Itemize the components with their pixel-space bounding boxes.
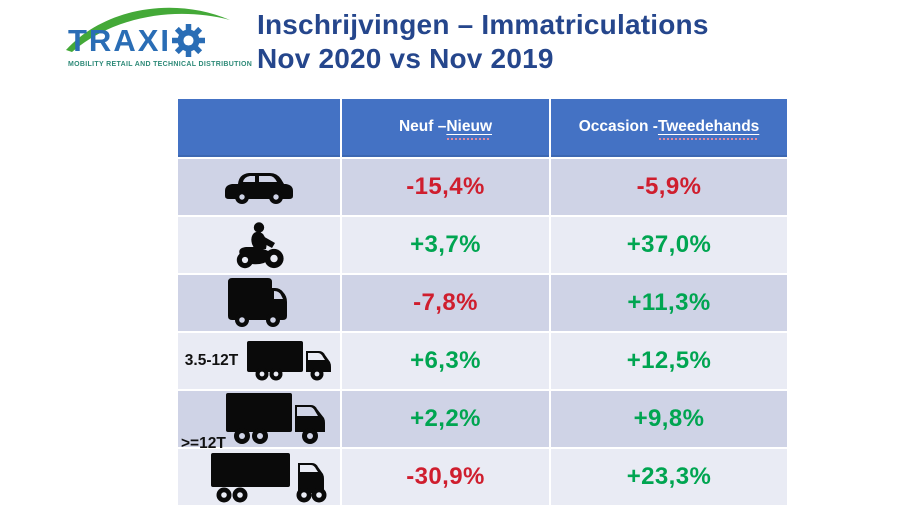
motorcycle-neuf-value: +3,7% (410, 231, 481, 258)
semi-trailer-neuf-cell: -30,9% (342, 449, 549, 505)
page-title: Inschrijvingen – Immatriculations Nov 20… (257, 8, 709, 76)
truck-3-5-12t-row-icon-cell: 3.5-12T (178, 333, 340, 389)
logo-wordmark: TRAXI (68, 24, 205, 57)
logo-swoosh-icon (66, 7, 230, 52)
semi-trailer-neuf-value: -30,9% (406, 463, 485, 490)
truck-3-5-12t-occasion-value: +12,5% (626, 347, 712, 374)
semi-trailer-row-icon-cell (178, 449, 340, 505)
motorcycle-row-icon-cell (178, 217, 340, 273)
van-neuf-value: -7,8% (413, 289, 478, 316)
van-occasion-cell: +11,3% (551, 275, 787, 331)
car-occasion-cell: -5,9% (551, 159, 787, 215)
header-occasion-tweedehands: Occasion - Tweedehands (551, 99, 787, 157)
title-line2: Nov 2020 vs Nov 2019 (257, 43, 554, 74)
gear-icon (172, 24, 205, 57)
header-neuf-nieuw: Neuf – Nieuw (342, 99, 549, 157)
car-icon (225, 173, 293, 204)
van-occasion-value: +11,3% (627, 289, 711, 316)
truck-over-12t-occasion-value: +9,8% (633, 405, 705, 432)
semi-trailer-occasion-value: +23,3% (626, 463, 712, 490)
semi-trailer-occasion-cell: +23,3% (551, 449, 787, 505)
truck-over-12t-neuf-value: +2,2% (410, 405, 481, 432)
motorcycle-occasion-value: +37,0% (626, 231, 712, 258)
van-neuf-cell: -7,8% (342, 275, 549, 331)
truck-over-12t-neuf-cell: +2,2% (342, 391, 549, 447)
semi-trailer-truck-icon (211, 453, 327, 503)
title-line1: Inschrijvingen – Immatriculations (257, 9, 709, 40)
car-row-icon-cell (178, 159, 340, 215)
logo-tagline: MOBILITY RETAIL AND TECHNICAL DISTRIBUTI… (68, 61, 253, 68)
motorcycle-icon (236, 222, 284, 269)
car-neuf-cell: -15,4% (342, 159, 549, 215)
weight-class-label-3-5-12t: 3.5-12T (184, 352, 239, 369)
logo-wordmark-text: TRAXI (68, 23, 171, 58)
header-nieuw-underlined: Nieuw (446, 118, 493, 140)
truck-over-12t-row-icon-cell (178, 391, 340, 447)
van-row-icon-cell (178, 275, 340, 331)
truck-3-5-12t-neuf-value: +6,3% (410, 347, 481, 374)
header-neuf-prefix: Neuf – (398, 118, 447, 135)
truck-3-5-12t-occasion-cell: +12,5% (551, 333, 787, 389)
header-occasion-prefix: Occasion - (578, 118, 658, 135)
motorcycle-occasion-cell: +37,0% (551, 217, 787, 273)
header-empty-cell (178, 99, 340, 157)
motorcycle-neuf-cell: +3,7% (342, 217, 549, 273)
large-truck-icon (226, 393, 325, 444)
truck-icon (247, 341, 332, 381)
traxio-logo: TRAXI MOBILITY RETAIL AND TECHNICAL DIST… (62, 4, 252, 80)
registrations-table: Neuf – Nieuw Occasion - Tweedehands -15,… (178, 99, 787, 505)
truck-over-12t-occasion-cell: +9,8% (551, 391, 787, 447)
car-neuf-value: -15,4% (406, 173, 485, 200)
weight-class-label-over-12t: >=12T (181, 435, 226, 452)
van-icon (228, 278, 287, 327)
car-occasion-value: -5,9% (636, 173, 702, 200)
truck-3-5-12t-neuf-cell: +6,3% (342, 333, 549, 389)
header-tweedehands-underlined: Tweedehands (657, 118, 760, 140)
